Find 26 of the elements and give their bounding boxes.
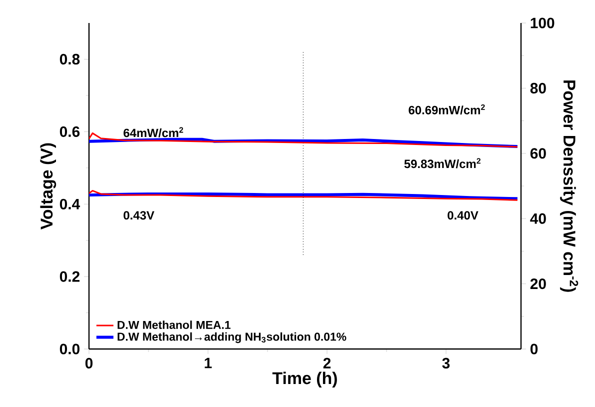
y2-tick-label: 40 bbox=[530, 213, 546, 224]
y2-tick-label: 0 bbox=[530, 344, 538, 354]
y2-tick-label: 80 bbox=[530, 82, 546, 94]
x-axis-title: Time (h) bbox=[272, 372, 337, 388]
x-tick-label: 2 bbox=[323, 358, 331, 368]
y-tick-label: 0.2 bbox=[60, 271, 80, 282]
y-tick-label: 0.8 bbox=[60, 54, 80, 65]
annotation: 60.69mW/cm$^{2}$ bbox=[408, 104, 485, 114]
y2-axis-title: Power Denssity (mW cm$^{-2}$) bbox=[560, 80, 578, 292]
y2-tick-label: 60 bbox=[530, 148, 546, 159]
x-tick-label: 3 bbox=[442, 358, 450, 369]
y2-tick-label: 20 bbox=[530, 278, 546, 290]
annotation: 0.43V bbox=[124, 211, 154, 220]
annotation: 0.40V bbox=[448, 211, 478, 220]
x-tick-label: 1 bbox=[204, 358, 212, 368]
x-tick-label: 0 bbox=[85, 358, 93, 368]
annotation: 59.83mW/cm$^{2}$ bbox=[404, 158, 481, 168]
legend-label: D.W Methanol MEA.1 bbox=[118, 320, 231, 329]
annotation: 64mW/cm$^{2}$ bbox=[124, 127, 184, 138]
y-tick-label: 0.6 bbox=[60, 126, 80, 137]
y-tick-label: 0.4 bbox=[60, 198, 80, 210]
legend-label: D.W Methanol→adding NH$_{3}$solution 0.01% bbox=[118, 332, 346, 344]
y-tick-label: 0.0 bbox=[60, 344, 80, 354]
y2-tick-label: 100 bbox=[530, 18, 554, 28]
y-axis-title: Voltage (V) bbox=[40, 143, 56, 230]
line-series bbox=[89, 190, 518, 201]
